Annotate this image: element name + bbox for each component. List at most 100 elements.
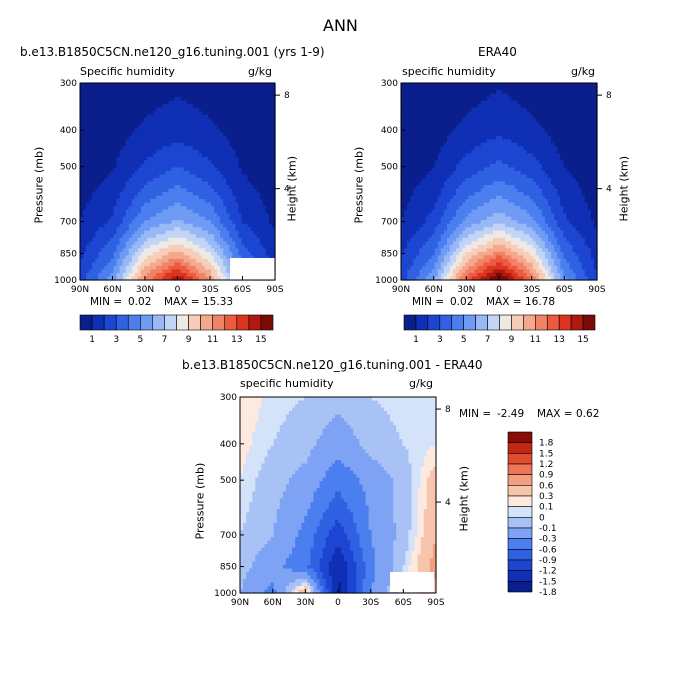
contour-cell [505, 97, 509, 102]
contour-cell [171, 199, 176, 204]
contour-cell [474, 104, 479, 109]
contour-cell [189, 258, 194, 264]
contour-cell [180, 93, 185, 98]
contour-cell [492, 90, 497, 95]
contour-cell [168, 163, 173, 169]
contour-cell [192, 227, 197, 232]
contour-cell [113, 248, 118, 253]
contour-cell [404, 128, 408, 133]
contour-cell [180, 262, 185, 267]
contour-cell [428, 111, 433, 116]
contour-cell [113, 206, 118, 211]
contour-cell [98, 192, 102, 197]
contour-cell [92, 269, 96, 274]
contour-cell [147, 265, 151, 271]
contour-cell [183, 83, 188, 88]
contour-cell [207, 227, 212, 232]
contour-cell [238, 125, 243, 130]
contour-cell [443, 149, 448, 154]
contour-cell [171, 272, 176, 278]
contour-cell [125, 121, 130, 126]
contour-cell [131, 223, 136, 228]
contour-cell [247, 167, 252, 172]
contour-cell [183, 234, 188, 239]
contour-cell [104, 135, 109, 140]
contour-cell [214, 244, 218, 249]
contour-cell [541, 149, 546, 154]
contour-cell [153, 199, 157, 204]
contour-cell [159, 121, 163, 126]
contour-cell [92, 149, 96, 154]
contour-cell [101, 142, 105, 147]
contour-cell [143, 93, 148, 98]
contour-cell [119, 192, 124, 197]
contour-cell [229, 230, 233, 235]
contour-cell [159, 262, 163, 267]
contour-cell [492, 107, 497, 112]
contour-cell [80, 132, 84, 137]
contour-cell [443, 146, 448, 151]
contour-cell [143, 121, 148, 126]
contour-cell [520, 107, 525, 112]
contour-cell [110, 185, 115, 190]
contour-cell [474, 139, 479, 144]
contour-cell [220, 132, 224, 137]
contour-cell [186, 241, 191, 246]
contour-cell [171, 185, 176, 190]
contour-cell [86, 269, 90, 274]
contour-cell [101, 156, 105, 161]
contour-cell [86, 114, 90, 119]
contour-cell [575, 104, 580, 109]
contour-cell [101, 128, 105, 133]
contour-cell [223, 90, 227, 95]
contour-cell [584, 146, 589, 151]
contour-cell [140, 244, 145, 249]
contour-cell [153, 269, 157, 274]
contour-cell [131, 90, 136, 95]
contour-cell [162, 83, 166, 88]
contour-cell [214, 181, 218, 186]
contour-cell [207, 209, 212, 214]
contour-cell [262, 90, 267, 95]
contour-cell [137, 139, 142, 144]
contour-cell [89, 132, 93, 137]
contour-cell [217, 121, 221, 126]
contour-cell [483, 153, 488, 158]
contour-cell [211, 262, 215, 267]
contour-cell [162, 170, 166, 176]
contour-cell [89, 258, 93, 264]
contour-cell [535, 153, 540, 158]
contour-cell [529, 149, 534, 154]
contour-cell [125, 262, 130, 267]
contour-cell [226, 153, 230, 158]
contour-cell [223, 188, 227, 193]
contour-cell [235, 153, 240, 158]
contour-cell [177, 213, 182, 218]
contour-cell [499, 107, 503, 112]
contour-cell [575, 142, 580, 147]
contour-cell [177, 265, 182, 271]
contour-cell [89, 160, 93, 165]
contour-cell [177, 177, 182, 183]
contour-cell [107, 142, 112, 147]
contour-cell [265, 167, 270, 172]
contour-cell [211, 237, 215, 242]
contour-cell [140, 153, 145, 158]
contour-cell [80, 156, 84, 161]
contour-cell [177, 262, 182, 267]
contour-cell [198, 237, 203, 242]
contour-cell [563, 139, 567, 144]
contour-cell [104, 156, 109, 161]
contour-cell [434, 149, 439, 154]
contour-cell [268, 156, 273, 161]
contour-cell [593, 107, 598, 112]
model-max-value: 15.33 [203, 296, 234, 308]
contour-cell [443, 128, 448, 133]
contour-cell [590, 97, 595, 102]
contour-cell [147, 142, 151, 147]
contour-cell [560, 111, 564, 116]
contour-fill [80, 83, 276, 281]
contour-cell [477, 97, 482, 102]
contour-cell [119, 199, 124, 204]
contour-cell [238, 244, 243, 249]
